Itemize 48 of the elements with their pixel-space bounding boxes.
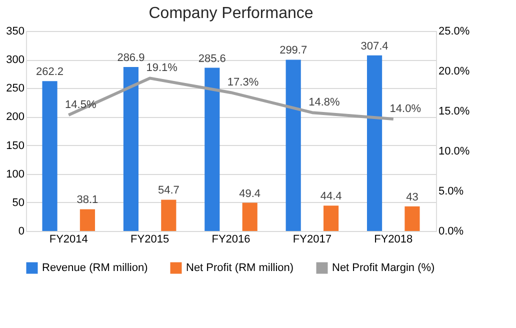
y2-tick-label: 5.0%: [438, 186, 464, 198]
x-tick-label: FY2016: [212, 234, 250, 246]
data-label: 262.2: [36, 66, 64, 78]
bar: [123, 67, 139, 231]
y2-tick-label: 20.0%: [438, 66, 470, 78]
data-label: 285.6: [198, 52, 226, 65]
chart-title: Company Performance: [148, 5, 314, 22]
bar: [323, 206, 339, 231]
data-label: 307.4: [360, 40, 388, 52]
legend-label: Net Profit Margin (%): [332, 262, 435, 274]
x-tick-label: FY2014: [49, 234, 88, 246]
bar: [204, 68, 220, 231]
y2-tick-label: 15.0%: [438, 106, 470, 118]
legend-label: Net Profit (RM million): [186, 262, 294, 274]
bar: [286, 60, 301, 231]
data-label: 299.7: [280, 44, 308, 57]
y2-tick-label: 0.0%: [438, 226, 464, 238]
data-label: 14.8%: [308, 96, 340, 109]
x-tick-label: FY2017: [292, 234, 332, 246]
data-label: 43: [406, 191, 418, 204]
bar: [80, 209, 96, 231]
data-label: 14.0%: [390, 103, 422, 115]
legend-label: Revenue (RM million): [42, 262, 148, 274]
bar: [161, 200, 176, 231]
bar: [242, 202, 258, 231]
data-label: 14.5%: [65, 99, 96, 111]
bar: [42, 81, 58, 231]
data-label: 38.1: [76, 194, 98, 206]
x-tick-label: FY2015: [130, 234, 170, 246]
y-tick-label: 0: [18, 226, 24, 238]
y2-tick-label: 10.0%: [438, 146, 470, 158]
y2-tick-label: 25.0%: [438, 26, 470, 38]
data-label: 49.4: [239, 188, 261, 200]
data-label: 44.4: [320, 190, 342, 203]
data-label: 54.7: [158, 184, 180, 197]
data-label: 286.9: [117, 52, 145, 64]
data-label: 19.1%: [146, 62, 178, 74]
y-tick-label: 150: [6, 140, 24, 152]
y-tick-label: 350: [6, 26, 24, 38]
data-label: 17.3%: [227, 76, 259, 89]
y-tick-label: 250: [6, 82, 24, 95]
bar: [404, 206, 420, 231]
x-tick-label: FY2018: [374, 234, 413, 246]
y-tick-label: 100: [6, 168, 24, 180]
bar: [366, 55, 382, 231]
y-tick-label: 200: [6, 111, 24, 124]
y-tick-label: 50: [12, 196, 24, 209]
y-tick-label: 300: [6, 54, 24, 66]
